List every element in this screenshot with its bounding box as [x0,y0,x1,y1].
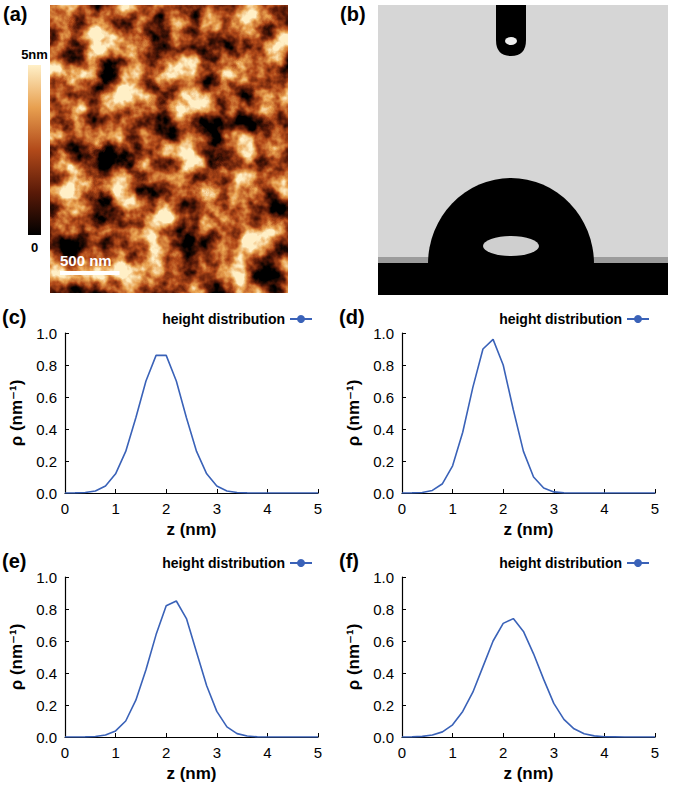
svg-text:2: 2 [499,500,507,517]
svg-text:z (nm): z (nm) [166,520,216,539]
svg-text:5: 5 [651,500,659,517]
svg-text:0: 0 [398,744,406,761]
svg-text:ρ (nm⁻¹): ρ (nm⁻¹) [7,380,26,447]
svg-text:height distribution: height distribution [499,555,622,571]
svg-text:height distribution: height distribution [162,311,285,327]
svg-text:2: 2 [162,500,170,517]
svg-text:height distribution: height distribution [162,555,285,571]
svg-text:ρ (nm⁻¹): ρ (nm⁻¹) [344,380,363,447]
svg-text:0.8: 0.8 [36,601,57,618]
svg-text:(b): (b) [340,3,366,25]
svg-text:0: 0 [31,240,38,255]
svg-text:0.8: 0.8 [373,357,394,374]
svg-text:5: 5 [314,500,322,517]
svg-text:(a): (a) [3,3,27,25]
svg-text:z (nm): z (nm) [166,764,216,783]
svg-text:0.4: 0.4 [373,665,394,682]
svg-text:0.6: 0.6 [36,633,57,650]
svg-text:5: 5 [651,744,659,761]
svg-text:0.4: 0.4 [36,665,57,682]
svg-text:0.8: 0.8 [36,357,57,374]
svg-text:0.2: 0.2 [373,453,394,470]
svg-text:0.0: 0.0 [36,485,57,502]
svg-text:4: 4 [600,744,608,761]
svg-text:1.0: 1.0 [373,325,394,342]
svg-text:3: 3 [213,500,221,517]
svg-text:3: 3 [550,500,558,517]
svg-text:1: 1 [111,500,119,517]
svg-text:2: 2 [162,744,170,761]
svg-text:0.0: 0.0 [36,729,57,746]
svg-text:5: 5 [314,744,322,761]
svg-text:0.2: 0.2 [36,697,57,714]
svg-text:0.6: 0.6 [373,633,394,650]
svg-text:500 nm: 500 nm [60,252,112,269]
svg-text:3: 3 [550,744,558,761]
svg-text:0.0: 0.0 [373,729,394,746]
svg-text:1.0: 1.0 [36,325,57,342]
svg-text:1: 1 [111,744,119,761]
svg-text:0.0: 0.0 [373,485,394,502]
svg-text:0.2: 0.2 [373,697,394,714]
svg-text:0: 0 [398,500,406,517]
svg-text:0.8: 0.8 [373,601,394,618]
svg-text:z (nm): z (nm) [503,764,553,783]
svg-text:0.6: 0.6 [373,389,394,406]
svg-text:(f): (f) [339,550,359,572]
svg-text:0: 0 [61,744,69,761]
svg-text:1: 1 [448,500,456,517]
svg-text:z (nm): z (nm) [503,520,553,539]
svg-text:1.0: 1.0 [36,569,57,586]
svg-text:3: 3 [213,744,221,761]
svg-text:0: 0 [61,500,69,517]
svg-text:0.4: 0.4 [36,421,57,438]
svg-text:(d): (d) [339,306,365,328]
svg-text:1: 1 [448,744,456,761]
svg-text:2: 2 [499,744,507,761]
svg-text:4: 4 [263,500,271,517]
svg-text:0.6: 0.6 [36,389,57,406]
svg-text:ρ (nm⁻¹): ρ (nm⁻¹) [7,624,26,691]
svg-text:0.2: 0.2 [36,453,57,470]
svg-text:(c): (c) [2,306,26,328]
svg-text:4: 4 [263,744,271,761]
svg-text:0.4: 0.4 [373,421,394,438]
svg-text:(e): (e) [2,550,26,572]
svg-text:height distribution: height distribution [499,311,622,327]
svg-text:4: 4 [600,500,608,517]
svg-text:5nm: 5nm [21,47,48,62]
svg-text:1.0: 1.0 [373,569,394,586]
svg-text:ρ (nm⁻¹): ρ (nm⁻¹) [344,624,363,691]
